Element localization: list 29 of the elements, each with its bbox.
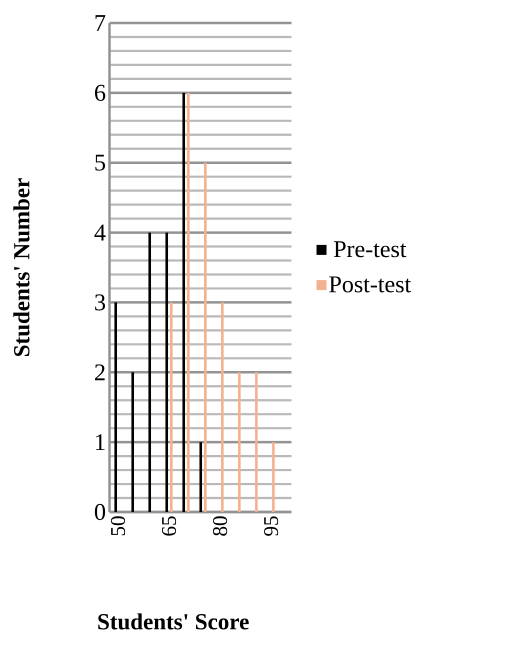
y-tick-label: 3 [95, 294, 106, 310]
bar [187, 92, 190, 512]
bar [170, 302, 173, 512]
y-tick-label: 2 [95, 364, 105, 380]
bar [148, 232, 152, 512]
x-tick-label: 80 [212, 516, 228, 536]
bar [204, 162, 207, 512]
bar [272, 442, 275, 512]
y-tick-label: 4 [94, 224, 106, 240]
x-tick-label: 50 [110, 516, 126, 536]
y-axis-title: Students' Number [13, 178, 30, 356]
y-tick-label: 0 [94, 504, 106, 520]
legend-label: Pre-test [334, 241, 406, 258]
bar [114, 302, 118, 512]
y-tick-label: 1 [96, 434, 105, 450]
bar [182, 92, 186, 512]
y-tick-label: 5 [95, 154, 106, 171]
y-tick-label: 7 [96, 15, 106, 31]
x-tick-label: 95 [264, 516, 278, 536]
x-axis-title: Students' Score [98, 613, 249, 630]
bar [238, 372, 241, 512]
legend-label: Post-test [329, 276, 412, 292]
bar [131, 372, 134, 512]
bar [165, 232, 168, 512]
x-tick-label: 65 [162, 516, 176, 536]
bar [255, 372, 258, 512]
bar [199, 442, 202, 512]
y-tick-label: 6 [95, 84, 106, 101]
bar [221, 302, 224, 512]
